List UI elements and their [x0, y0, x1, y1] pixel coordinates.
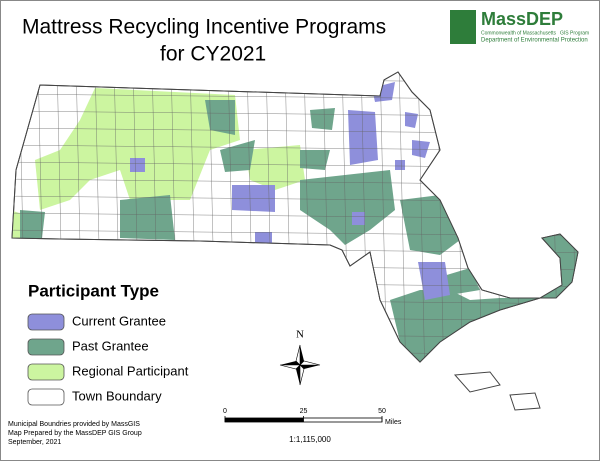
logo-line: GIS Program — [560, 30, 589, 36]
town-line — [341, 72, 351, 362]
scale-tick-label: 50 — [378, 408, 386, 415]
legend-label: Current Grantee — [72, 313, 166, 328]
town-fill — [520, 234, 578, 298]
town-fill — [348, 110, 378, 165]
scale-bar: 0 25 50 Miles — [223, 408, 402, 426]
scale-bar-segment — [225, 418, 304, 422]
town-fill — [412, 140, 430, 158]
legend: Current Grantee Past Grantee Regional Part… — [27, 313, 189, 406]
town-fill — [395, 160, 405, 170]
town-fill — [220, 140, 255, 172]
credit-line: September, 2021 — [8, 439, 61, 446]
town-line — [398, 72, 408, 362]
credit-line: Municipal Boundries provided by MassGIS — [8, 421, 140, 428]
title-line: Mattress Recycling Incentive Programs — [22, 16, 386, 39]
logo: MassDEP Commonwealth of Massachusetts GI… — [450, 9, 589, 44]
town-fill — [120, 195, 175, 240]
town-fill — [352, 212, 365, 225]
compass-light — [279, 344, 321, 386]
town-line — [417, 72, 427, 362]
scale-ratio: 1:1,115,000 — [289, 435, 331, 444]
logo-icon — [450, 10, 476, 44]
legend-title: Participant Type — [28, 281, 159, 300]
legend-label: Regional Participant — [72, 363, 189, 378]
town-fill — [405, 112, 418, 128]
town-line — [360, 72, 370, 362]
legend-swatch — [27, 363, 65, 381]
town-fill — [245, 145, 305, 190]
town-fill — [35, 88, 240, 210]
town-fill — [130, 158, 145, 172]
credit-line: Map Prepared by the MassDEP GIS Group — [8, 430, 142, 437]
logo-name: MassDEP — [481, 9, 563, 29]
town-fill — [300, 170, 395, 245]
legend-swatch — [27, 388, 65, 406]
logo-line: Department of Environmental Protection — [481, 38, 588, 44]
islands — [453, 371, 541, 411]
title-line: for CY2021 — [160, 43, 266, 66]
town-line — [379, 72, 389, 362]
north-arrow: N — [279, 329, 321, 386]
scale-unit: Miles — [385, 419, 402, 426]
town-fill — [20, 210, 45, 238]
town-fill — [310, 108, 335, 130]
town-fill — [205, 100, 235, 135]
town-fills — [12, 82, 578, 362]
town-fill — [255, 232, 272, 245]
legend-label: Town Boundary — [72, 388, 162, 403]
scale-tick-label: 25 — [300, 408, 308, 415]
logo-line: Commonwealth of Massachusetts — [481, 30, 557, 36]
scale-tick-label: 0 — [223, 408, 227, 415]
legend-swatch — [27, 338, 65, 356]
compass-label: N — [296, 329, 304, 341]
legend-label: Past Grantee — [72, 338, 149, 353]
legend-swatch — [27, 313, 65, 331]
